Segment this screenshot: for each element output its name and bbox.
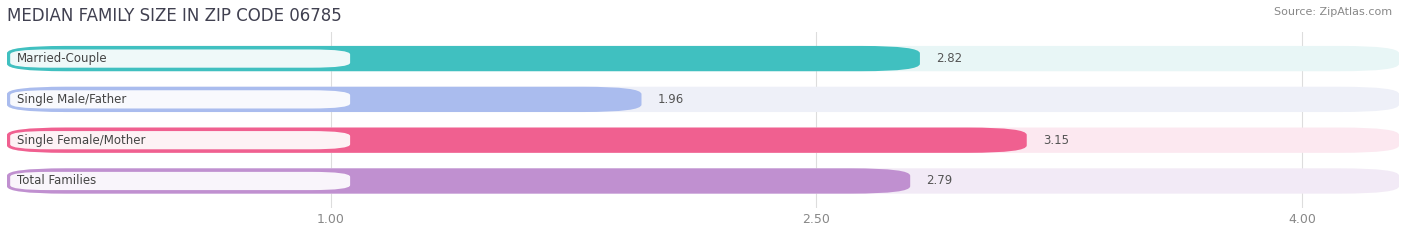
Text: 1.96: 1.96 <box>658 93 683 106</box>
Text: Source: ZipAtlas.com: Source: ZipAtlas.com <box>1274 7 1392 17</box>
FancyBboxPatch shape <box>7 87 641 112</box>
FancyBboxPatch shape <box>7 168 910 194</box>
Text: 2.79: 2.79 <box>927 175 953 188</box>
Text: MEDIAN FAMILY SIZE IN ZIP CODE 06785: MEDIAN FAMILY SIZE IN ZIP CODE 06785 <box>7 7 342 25</box>
FancyBboxPatch shape <box>7 87 1399 112</box>
Text: Single Female/Mother: Single Female/Mother <box>17 134 145 147</box>
FancyBboxPatch shape <box>7 127 1026 153</box>
FancyBboxPatch shape <box>10 172 350 190</box>
FancyBboxPatch shape <box>7 46 920 71</box>
Text: Married-Couple: Married-Couple <box>17 52 107 65</box>
Text: Total Families: Total Families <box>17 175 96 188</box>
FancyBboxPatch shape <box>7 46 1399 71</box>
FancyBboxPatch shape <box>10 131 350 149</box>
FancyBboxPatch shape <box>7 127 1399 153</box>
FancyBboxPatch shape <box>7 168 1399 194</box>
Text: 2.82: 2.82 <box>936 52 962 65</box>
Text: Single Male/Father: Single Male/Father <box>17 93 127 106</box>
FancyBboxPatch shape <box>10 49 350 68</box>
FancyBboxPatch shape <box>10 90 350 109</box>
Text: 3.15: 3.15 <box>1043 134 1069 147</box>
